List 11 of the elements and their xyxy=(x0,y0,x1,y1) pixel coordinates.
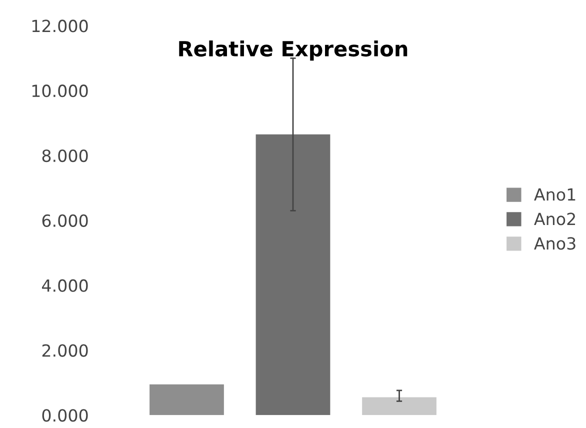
y-tick-label: 0.000 xyxy=(42,409,88,422)
legend-label: Ano3 xyxy=(534,237,576,250)
legend-label: Ano1 xyxy=(534,188,576,201)
y-tick-label: 6.000 xyxy=(42,214,88,227)
y-tick-label: 12.000 xyxy=(32,20,88,32)
y-tick-label: 2.000 xyxy=(42,344,88,357)
text: Relative Expression xyxy=(179,40,408,61)
y-tick-label: 4.000 xyxy=(42,279,88,292)
y-tick-label: 8.000 xyxy=(42,149,88,162)
legend-label: Ano2 xyxy=(534,212,576,226)
y-tick-label: 10.000 xyxy=(32,84,88,98)
